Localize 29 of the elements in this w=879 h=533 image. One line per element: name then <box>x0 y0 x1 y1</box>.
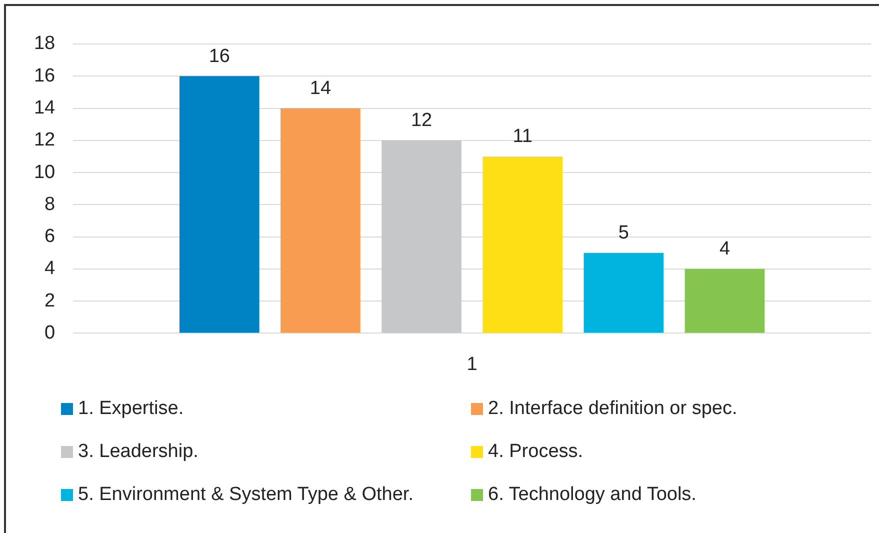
y-tick-label: 0 <box>44 322 56 344</box>
data-label: 11 <box>512 126 532 148</box>
y-tick-label: 8 <box>44 194 56 215</box>
y-tick-label: 12 <box>34 130 56 151</box>
data-label: 16 <box>208 46 230 67</box>
x-tick-label: 1 <box>466 354 478 375</box>
y-tick-label: 6 <box>44 226 56 248</box>
data-label: 4 <box>719 238 730 260</box>
legend-label: 1. Expertise. <box>78 398 184 420</box>
bar <box>684 268 765 333</box>
y-tick-label: 10 <box>34 162 56 183</box>
legend-label: 3. Leadership. <box>78 441 198 463</box>
legend-label: 6. Technology and Tools. <box>488 484 696 506</box>
y-tick-label: 16 <box>34 65 56 86</box>
data-label: 12 <box>410 110 432 132</box>
data-label: 14 <box>310 78 332 99</box>
y-tick-label: 14 <box>34 98 56 118</box>
data-label: 5 <box>618 222 629 244</box>
bar <box>584 252 664 333</box>
y-tick-label: 4 <box>44 258 56 280</box>
bar <box>179 76 260 333</box>
bar <box>382 140 462 333</box>
legend-label: 5. Environment & System Type & Other. <box>78 484 414 506</box>
legend-label: 4. Process. <box>488 441 584 463</box>
bar <box>482 156 563 333</box>
legend-label: 2. Interface definition or spec. <box>488 398 738 420</box>
y-tick-label: 18 <box>34 33 56 54</box>
bar <box>280 108 360 333</box>
y-tick-label: 2 <box>44 290 56 312</box>
